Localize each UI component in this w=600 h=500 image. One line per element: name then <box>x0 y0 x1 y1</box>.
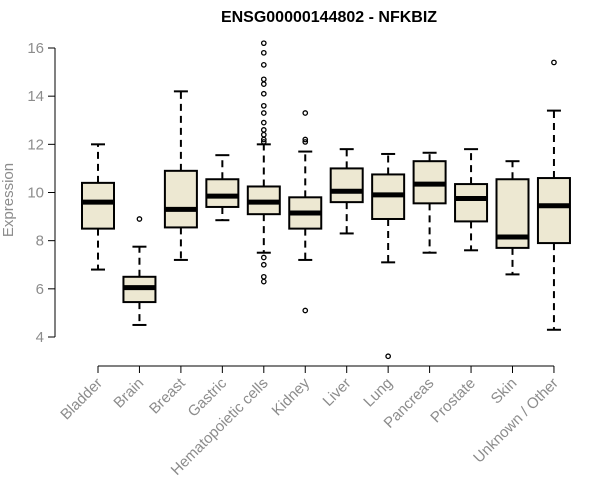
outlier-point <box>302 139 309 145</box>
outlier-point <box>136 216 143 222</box>
iqr-box <box>536 177 571 245</box>
outlier-point <box>302 110 309 116</box>
y-tick-label: 4 <box>36 329 44 346</box>
outlier-point <box>260 62 267 68</box>
outlier-point <box>260 261 267 268</box>
box-kidney <box>288 110 323 314</box>
x-tick-label: Skin <box>488 375 521 408</box>
iqr-box <box>329 167 364 204</box>
outlier-point <box>260 110 267 116</box>
outlier-point <box>260 102 267 109</box>
x-tick-label: Kidney <box>269 374 314 419</box>
x-tick-label: Brain <box>110 375 147 412</box>
iqr-box <box>81 181 115 230</box>
box-gastric <box>205 154 240 222</box>
box-bladder <box>81 143 115 271</box>
x-tick-label: Breast <box>146 374 189 417</box>
box-unknown-other <box>536 59 571 331</box>
outlier-point <box>260 127 267 133</box>
box-lung <box>371 152 406 360</box>
y-axis-label: Expression <box>0 163 17 237</box>
box-hematopoietic-cells <box>246 40 281 285</box>
outlier-point <box>260 76 267 83</box>
box-liver <box>329 148 364 235</box>
outlier-point <box>260 136 267 143</box>
y-axis: 4 6 8 10 12 14 16 <box>27 40 56 346</box>
box-breast <box>163 90 198 261</box>
iqr-box <box>163 169 198 229</box>
outlier-point <box>385 353 391 360</box>
y-tick-label: 16 <box>27 40 44 57</box>
outlier-point <box>260 49 267 56</box>
outlier-point <box>260 119 267 126</box>
x-tick-label: Prostate <box>427 375 479 427</box>
y-tick-label: 10 <box>27 185 44 202</box>
y-tick-label: 12 <box>27 136 44 153</box>
box-brain <box>122 216 157 326</box>
x-tick-label: Lung <box>360 375 396 411</box>
outlier-point <box>260 90 267 97</box>
box-skin <box>495 160 530 276</box>
outlier-point <box>260 81 267 87</box>
outlier-point <box>260 273 267 280</box>
plot-area <box>81 40 571 360</box>
outlier-point <box>302 307 309 314</box>
x-tick-label: Bladder <box>57 375 106 424</box>
chart-title: ENSG00000144802 - NFKBIZ <box>221 9 437 26</box>
outlier-point <box>302 136 309 143</box>
outlier-point <box>260 254 267 261</box>
iqr-box <box>454 183 489 223</box>
outlier-point <box>260 131 267 138</box>
outlier-point <box>260 139 267 145</box>
outlier-point <box>551 59 557 66</box>
iqr-box <box>205 178 240 208</box>
box-pancreas <box>412 151 447 254</box>
y-tick-label: 8 <box>36 233 44 250</box>
y-tick-label: 6 <box>36 281 44 298</box>
outlier-point <box>260 278 267 285</box>
box-prostate <box>454 148 489 252</box>
outlier-point <box>260 40 267 47</box>
x-tick-label: Liver <box>320 375 355 410</box>
y-tick-label: 14 <box>27 88 44 105</box>
